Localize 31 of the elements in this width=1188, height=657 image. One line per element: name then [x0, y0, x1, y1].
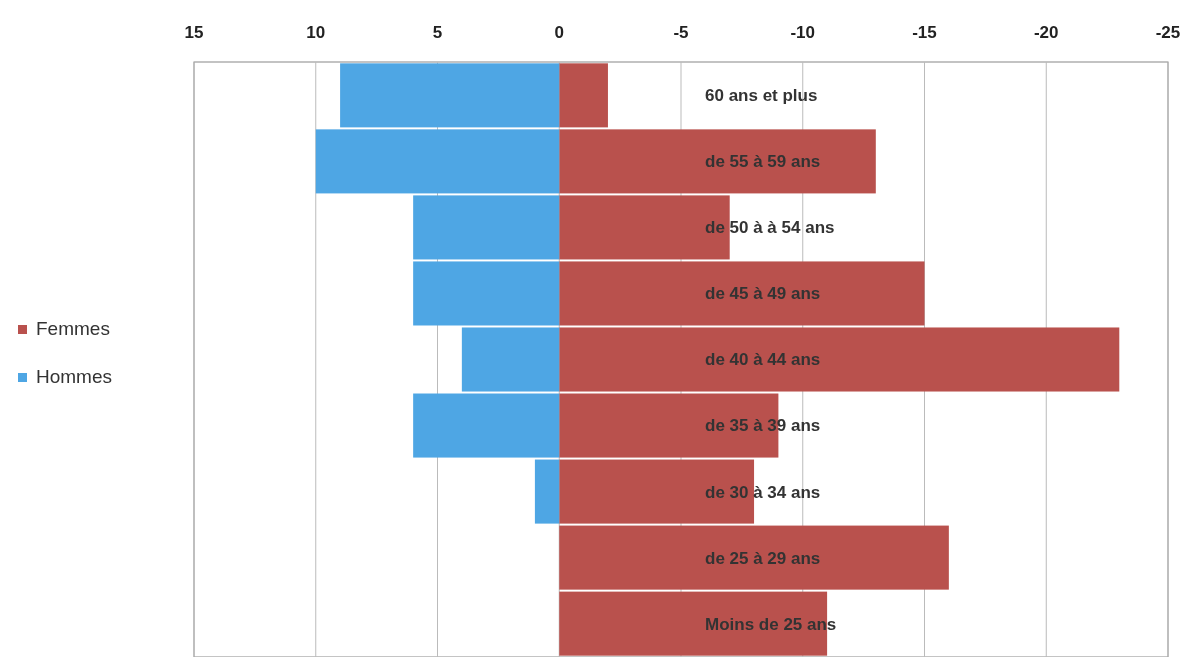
- x-tick-label: -10: [790, 23, 816, 42]
- bar: [559, 459, 755, 524]
- y-tick-label: de 25 à 29 ans: [705, 548, 821, 568]
- x-tick-label: -15: [912, 23, 937, 42]
- bar: [340, 63, 560, 128]
- bar: [559, 327, 1120, 392]
- legend-label: Hommes: [36, 366, 113, 387]
- bar: [559, 129, 876, 194]
- bar: [315, 129, 560, 194]
- bar: [413, 261, 560, 326]
- y-tick-label: de 50 à à 54 ans: [705, 218, 835, 238]
- x-tick-label: -25: [1155, 23, 1181, 42]
- bar: [461, 327, 560, 392]
- bar: [559, 63, 608, 128]
- bar: [413, 195, 560, 260]
- bar: [559, 195, 730, 260]
- bar: [559, 261, 925, 326]
- x-tick-label: 10: [306, 23, 326, 42]
- bar: [559, 525, 949, 590]
- x-tick-label: -5: [673, 23, 689, 42]
- bar: [534, 459, 560, 524]
- x-tick-label: 5: [432, 23, 443, 42]
- x-tick-label: 15: [184, 23, 204, 42]
- y-tick-label: 60 ans et plus: [705, 86, 818, 106]
- bar: [413, 393, 560, 458]
- legend-label: Femmes: [36, 318, 110, 339]
- y-tick-label: de 40 à 44 ans: [705, 350, 821, 370]
- x-tick-label: -20: [1033, 23, 1059, 42]
- y-tick-label: de 45 à 49 ans: [705, 284, 821, 304]
- y-tick-label: de 55 à 59 ans: [705, 152, 821, 172]
- x-tick-label: 0: [554, 23, 564, 42]
